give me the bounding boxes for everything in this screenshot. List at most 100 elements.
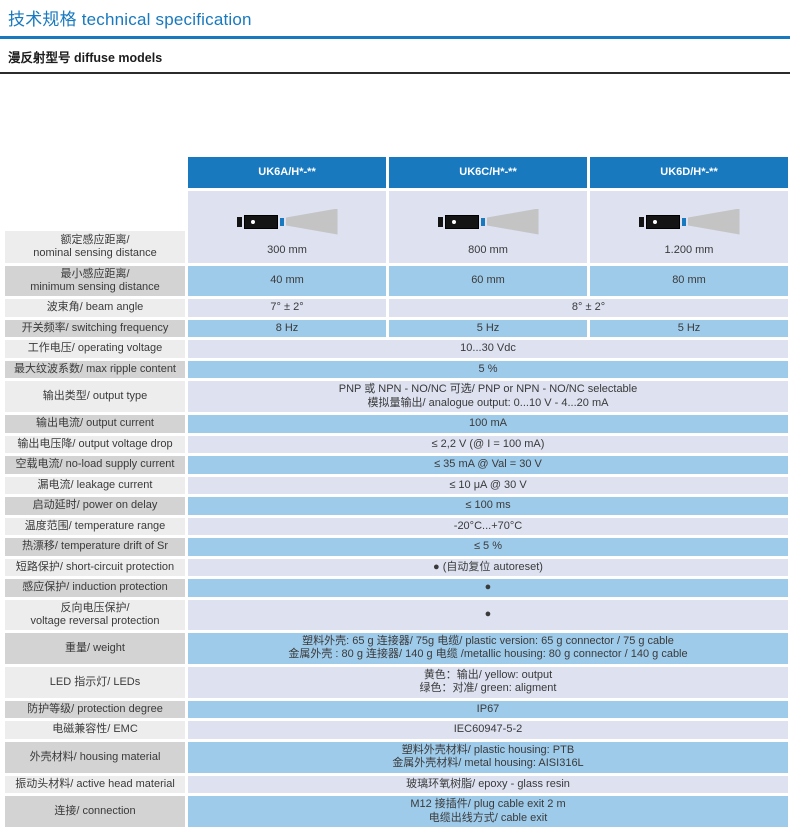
row-emc: 电磁兼容性/ EMC IEC60947-5-2 [5, 721, 788, 739]
sensor-cell: 300 mm [188, 191, 386, 263]
spec-value-line: 8° ± 2° [571, 301, 606, 313]
row-values: 5 % [188, 360, 788, 378]
sensor-body-shape [243, 214, 278, 229]
spec-value-line: ● [484, 607, 492, 620]
row-label-wrap: 重量/ weight [5, 632, 185, 664]
spec-value-line: IEC60947-5-2 [453, 723, 523, 735]
row-label: 温度范围/ temperature range [5, 517, 185, 535]
row-label-line: 最小感应距离/ [60, 268, 130, 280]
row-label-line: 输出电压降/ output voltage drop [17, 437, 173, 450]
sensor-cell: 1.200 mm [590, 191, 788, 263]
row-label-wrap: 输出电流/ output current [5, 415, 185, 433]
sensor-body-shape [444, 214, 479, 229]
spec-value-line: 7° ± 2° [270, 301, 304, 313]
row-label-line: 电磁兼容性/ EMC [52, 723, 138, 736]
row-label: 电磁兼容性/ EMC [5, 721, 185, 739]
title-divider [0, 36, 790, 39]
spec-value-line: 模拟量输出/ analogue output: 0...10 V - 4...2… [367, 396, 609, 409]
row-label-line: 额定感应距离/ [60, 234, 130, 246]
spec-value-cell: 40 mm [188, 266, 386, 296]
row-values: ≤ 35 mA @ Val = 30 V [188, 456, 788, 474]
row-values: ● [188, 599, 788, 630]
row-label: 空载电流/ no-load supply current [5, 456, 185, 474]
row-label-line: 最大纹波系数/ max ripple content [14, 362, 176, 375]
row-values: ≤ 5 % [188, 538, 788, 556]
column-header-uk6a: UK6A/H*-** [188, 157, 386, 188]
row-label: 工作电压/ operating voltage [5, 340, 185, 358]
spec-value-line: ● [484, 581, 492, 593]
spec-value-line: ≤ 35 mA @ Val = 30 V [434, 458, 542, 470]
spec-sheet-page: 技术规格 technical specification 漫反射型号 diffu… [0, 5, 790, 827]
spec-value-line: 玻璃环氧树脂/ epoxy - glass resin [406, 777, 570, 790]
spec-value-line: 80 mm [672, 274, 706, 287]
spec-value-line: 5 Hz [677, 321, 701, 334]
row-label-line: LED 指示灯/ LEDs [49, 675, 141, 688]
row-label-wrap: 短路保护/ short-circuit protection [5, 558, 185, 576]
row-nominal-sensing-distance: 额定感应距离/nominal sensing distance 300 mm 800… [5, 191, 788, 263]
spec-value-cell: 80 mm [590, 266, 788, 296]
row-beam-angle: 波束角/ beam angle 7° ± 2° 8° ± 2° [5, 299, 788, 317]
spec-value-cell: 塑料外壳材料/ plastic housing: PTB 金属外壳材料/ meta… [188, 741, 788, 773]
spec-value-cell: 8° ± 2° [389, 299, 788, 317]
row-voltage-reversal-protection: 反向电压保护/voltage reversal protection ● [5, 599, 788, 630]
row-label: 反向电压保护/voltage reversal protection [5, 599, 185, 630]
row-values: 300 mm 800 mm 1.200 mm [188, 191, 788, 263]
row-label-line: 波束角/ beam angle [46, 301, 144, 314]
row-label-wrap: 波束角/ beam angle [5, 299, 185, 317]
spec-value-line: 40 mm [270, 274, 304, 287]
row-label: 启动延时/ power on delay [5, 497, 185, 515]
row-label-wrap: 空载电流/ no-load supply current [5, 456, 185, 474]
spec-value-line: 5 % [478, 362, 498, 375]
row-values: PNP 或 NPN - NO/NC 可选/ PNP or NPN - NO/NC… [188, 381, 788, 412]
row-weight: 重量/ weight 塑料外壳: 65 g 连接器/ 75g 电缆/ plasti… [5, 632, 788, 664]
row-values: 10...30 Vdc [188, 340, 788, 358]
sensor-nose-shape [681, 217, 686, 226]
row-switching-frequency: 开关频率/ switching frequency 8 Hz 5 Hz 5 Hz [5, 319, 788, 337]
row-label-wrap: 防护等级/ protection degree [5, 700, 185, 718]
spec-value-cell: 5 Hz [590, 319, 788, 337]
row-label: 热漂移/ temperature drift of Sr [5, 538, 185, 556]
row-label-wrap: 额定感应距离/nominal sensing distance [5, 191, 185, 263]
row-label: 外壳材料/ housing material [5, 741, 185, 773]
spec-value-cell: IP67 [188, 700, 788, 718]
spec-value-line: 60 mm [471, 274, 505, 287]
sensor-diffuse-icon [236, 207, 338, 237]
row-label-wrap: 输出类型/ output type [5, 381, 185, 412]
row-label: 输出电压降/ output voltage drop [5, 435, 185, 453]
table-body: 额定感应距离/nominal sensing distance 300 mm 800… [5, 191, 788, 827]
spec-value-line: ≤ 2,2 V (@ I = 100 mA) [431, 437, 545, 450]
row-label-line: 空载电流/ no-load supply current [15, 458, 175, 471]
row-label-wrap: 输出电压降/ output voltage drop [5, 435, 185, 453]
spec-value-line: IP67 [476, 702, 500, 715]
spec-value-cell: ≤ 2,2 V (@ I = 100 mA) [188, 435, 788, 453]
row-label-line: 外壳材料/ housing material [29, 750, 161, 763]
row-label-line: voltage reversal protection [30, 614, 160, 627]
spec-value-line: 800 mm [468, 243, 508, 256]
row-output-voltage-drop: 输出电压降/ output voltage drop ≤ 2,2 V (@ I =… [5, 435, 788, 453]
spec-value-line: ≤ 100 ms [465, 499, 511, 511]
spec-value-cell: 玻璃环氧树脂/ epoxy - glass resin [188, 775, 788, 793]
spec-value-line: 塑料外壳: 65 g 连接器/ 75g 电缆/ plastic version:… [302, 634, 674, 647]
row-housing-material: 外壳材料/ housing material 塑料外壳材料/ plastic ho… [5, 741, 788, 773]
row-label-wrap: 振动头材料/ active head material [5, 775, 185, 793]
sensor-beam-cone [285, 208, 338, 235]
sensor-connector-shape [437, 216, 443, 227]
row-label: 输出电流/ output current [5, 415, 185, 433]
row-label-line: 防护等级/ protection degree [27, 702, 163, 715]
spec-value-cell: 塑料外壳: 65 g 连接器/ 75g 电缆/ plastic version:… [188, 632, 788, 664]
spec-value-line: ● (自动复位 autoreset) [433, 560, 543, 573]
row-label-wrap: LED 指示灯/ LEDs [5, 666, 185, 698]
spec-value-line: PNP 或 NPN - NO/NC 可选/ PNP or NPN - NO/NC… [338, 383, 638, 395]
row-values: ≤ 100 ms [188, 497, 788, 515]
spec-value-line: 300 mm [267, 243, 307, 256]
sensor-led-dot [652, 219, 657, 224]
sensor-led-dot [250, 219, 255, 224]
row-power-on-delay: 启动延时/ power on delay ≤ 100 ms [5, 497, 788, 515]
sensor-nose-shape [480, 217, 485, 226]
row-label-line: 连接/ connection [54, 805, 136, 817]
sensor-beam-cone [687, 208, 740, 235]
spec-value-line: ≤ 10 μA @ 30 V [449, 478, 527, 491]
spec-value-cell: 60 mm [389, 266, 587, 296]
spec-value-cell: ≤ 10 μA @ 30 V [188, 476, 788, 494]
row-values: 40 mm 60 mm 80 mm [188, 266, 788, 296]
